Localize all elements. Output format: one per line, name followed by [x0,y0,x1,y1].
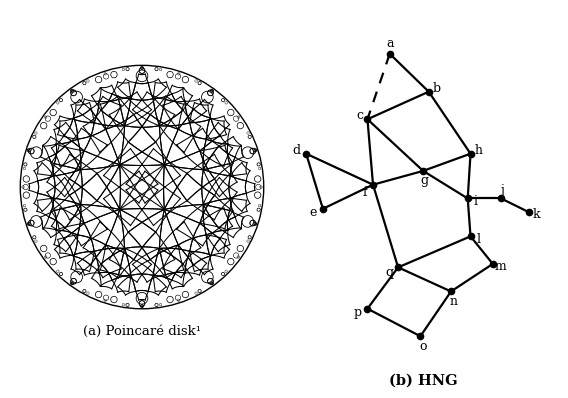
Text: q: q [386,266,394,279]
Text: k: k [533,209,541,222]
Text: i: i [474,195,478,208]
Text: (a) Poincaré disk¹: (a) Poincaré disk¹ [83,325,201,338]
Text: d: d [293,144,300,157]
Text: m: m [495,260,507,273]
Text: o: o [419,340,427,353]
Text: (b) HNG: (b) HNG [389,374,457,388]
Text: f: f [363,186,367,199]
Text: j: j [500,184,504,197]
Text: n: n [450,295,458,308]
Text: e: e [310,206,317,219]
Text: h: h [474,144,482,157]
Text: g: g [420,174,429,187]
Text: l: l [477,232,481,246]
Text: a: a [386,37,394,50]
Text: c: c [356,109,363,122]
Text: p: p [354,306,362,319]
Text: b: b [432,82,441,95]
